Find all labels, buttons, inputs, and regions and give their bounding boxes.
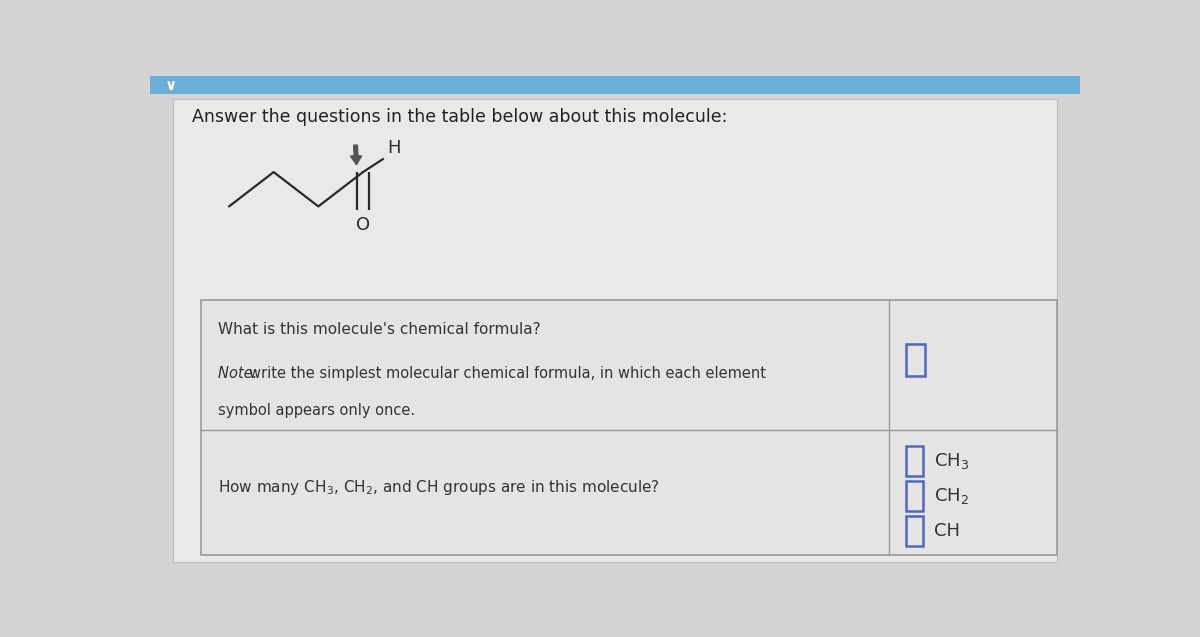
Bar	[906, 344, 925, 376]
Bar	[202, 299, 1057, 555]
Text: write the simplest molecular chemical formula, in which each element: write the simplest molecular chemical fo…	[248, 366, 766, 381]
Text: ∨: ∨	[164, 78, 176, 93]
Bar	[906, 516, 923, 546]
Bar	[906, 446, 923, 476]
Bar	[150, 76, 1080, 94]
FancyArrow shape	[350, 145, 361, 165]
Text: What is this molecule's chemical formula?: What is this molecule's chemical formula…	[218, 322, 540, 337]
Text: CH$_2$: CH$_2$	[934, 486, 970, 506]
Bar	[906, 481, 923, 511]
Text: symbol appears only once.: symbol appears only once.	[218, 403, 415, 418]
Text: CH$_3$: CH$_3$	[934, 451, 970, 471]
Text: O: O	[356, 216, 370, 234]
Text: How many CH$_3$, CH$_2$, and CH groups are in this molecule?: How many CH$_3$, CH$_2$, and CH groups a…	[218, 478, 660, 497]
Text: Note:: Note:	[218, 366, 262, 381]
Text: Answer the questions in the table below about this molecule:: Answer the questions in the table below …	[192, 108, 727, 126]
Text: H: H	[388, 139, 401, 157]
Text: CH: CH	[934, 522, 960, 540]
